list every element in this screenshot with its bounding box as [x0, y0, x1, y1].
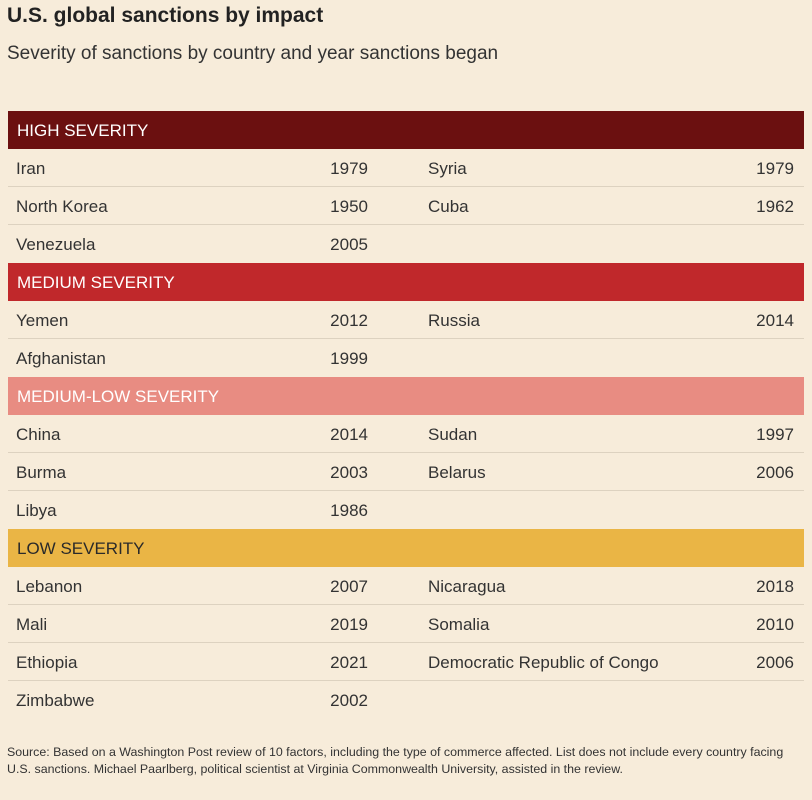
sanction-year: 2007 — [330, 577, 368, 596]
sanction-year: 2014 — [330, 425, 368, 444]
country-name: Nicaragua — [428, 577, 506, 596]
country-name: Democratic Republic of Congo — [428, 653, 659, 672]
severity-band-header: LOW SEVERITY — [8, 529, 804, 567]
sanction-year: 2018 — [756, 577, 794, 596]
country-name: Iran — [16, 159, 46, 178]
table-row: Ethiopia 2021 Democratic Republic of Congo… — [8, 643, 804, 681]
source-note: Source: Based on a Washington Post revie… — [7, 745, 784, 776]
sanction-year: 1979 — [756, 159, 794, 178]
sanction-year: 1950 — [330, 197, 368, 216]
country-name: Belarus — [428, 463, 486, 482]
country-name: Lebanon — [16, 577, 83, 596]
sanction-year: 2021 — [330, 653, 368, 672]
country-name: Libya — [16, 501, 57, 520]
chart-subtitle: Severity of sanctions by country and yea… — [7, 43, 499, 64]
country-name: Russia — [428, 311, 480, 330]
sanction-year: 1962 — [756, 197, 794, 216]
table-row: Burma 2003 Belarus 2006 — [8, 453, 804, 491]
chart-title: U.S. global sanctions by impact — [7, 4, 324, 27]
severity-band-header: MEDIUM SEVERITY — [8, 263, 804, 301]
country-name: China — [16, 425, 61, 444]
severity-band-header: HIGH SEVERITY — [8, 111, 804, 149]
country-name: North Korea — [16, 197, 108, 216]
country-name: Cuba — [428, 197, 469, 216]
table-row: Yemen 2012 Russia 2014 — [8, 301, 804, 339]
table-row: Zimbabwe 2002 — [8, 681, 804, 719]
sanction-year: 2012 — [330, 311, 368, 330]
sanction-year: 2006 — [756, 653, 794, 672]
country-name: Zimbabwe — [16, 691, 95, 710]
sanction-year: 2019 — [330, 615, 368, 634]
table-row: North Korea 1950 Cuba 1962 — [8, 187, 804, 225]
sanction-year: 1979 — [330, 159, 368, 178]
sanction-year: 2010 — [756, 615, 794, 634]
country-name: Burma — [16, 463, 67, 482]
country-name: Ethiopia — [16, 653, 78, 672]
sanction-year: 1986 — [330, 501, 368, 520]
table-row: Lebanon 2007 Nicaragua 2018 — [8, 567, 804, 605]
table-row: China 2014 Sudan 1997 — [8, 415, 804, 453]
table-row: Mali 2019 Somalia 2010 — [8, 605, 804, 643]
country-name: Mali — [16, 615, 48, 634]
country-name: Venezuela — [16, 235, 96, 254]
sanction-year: 2014 — [756, 311, 794, 330]
sanction-year: 1997 — [756, 425, 794, 444]
country-name: Afghanistan — [16, 349, 106, 368]
country-name: Sudan — [428, 425, 478, 444]
sanctions-table: HIGH SEVERITY Iran 1979 Syria 1979 North Kore… — [8, 111, 804, 719]
sanction-year: 2003 — [330, 463, 368, 482]
sanction-year: 2005 — [330, 235, 368, 254]
severity-band-header: MEDIUM-LOW SEVERITY — [8, 377, 804, 415]
sanction-year: 1999 — [330, 349, 368, 368]
sanction-year: 2006 — [756, 463, 794, 482]
country-name: Somalia — [428, 615, 490, 634]
table-row: Libya 1986 — [8, 491, 804, 529]
country-name: Syria — [428, 159, 467, 178]
table-row: Afghanistan 1999 — [8, 339, 804, 377]
country-name: Yemen — [16, 311, 69, 330]
table-row: Venezuela 2005 — [8, 225, 804, 263]
table-row: Iran 1979 Syria 1979 — [8, 149, 804, 187]
sanction-year: 2002 — [330, 691, 368, 710]
